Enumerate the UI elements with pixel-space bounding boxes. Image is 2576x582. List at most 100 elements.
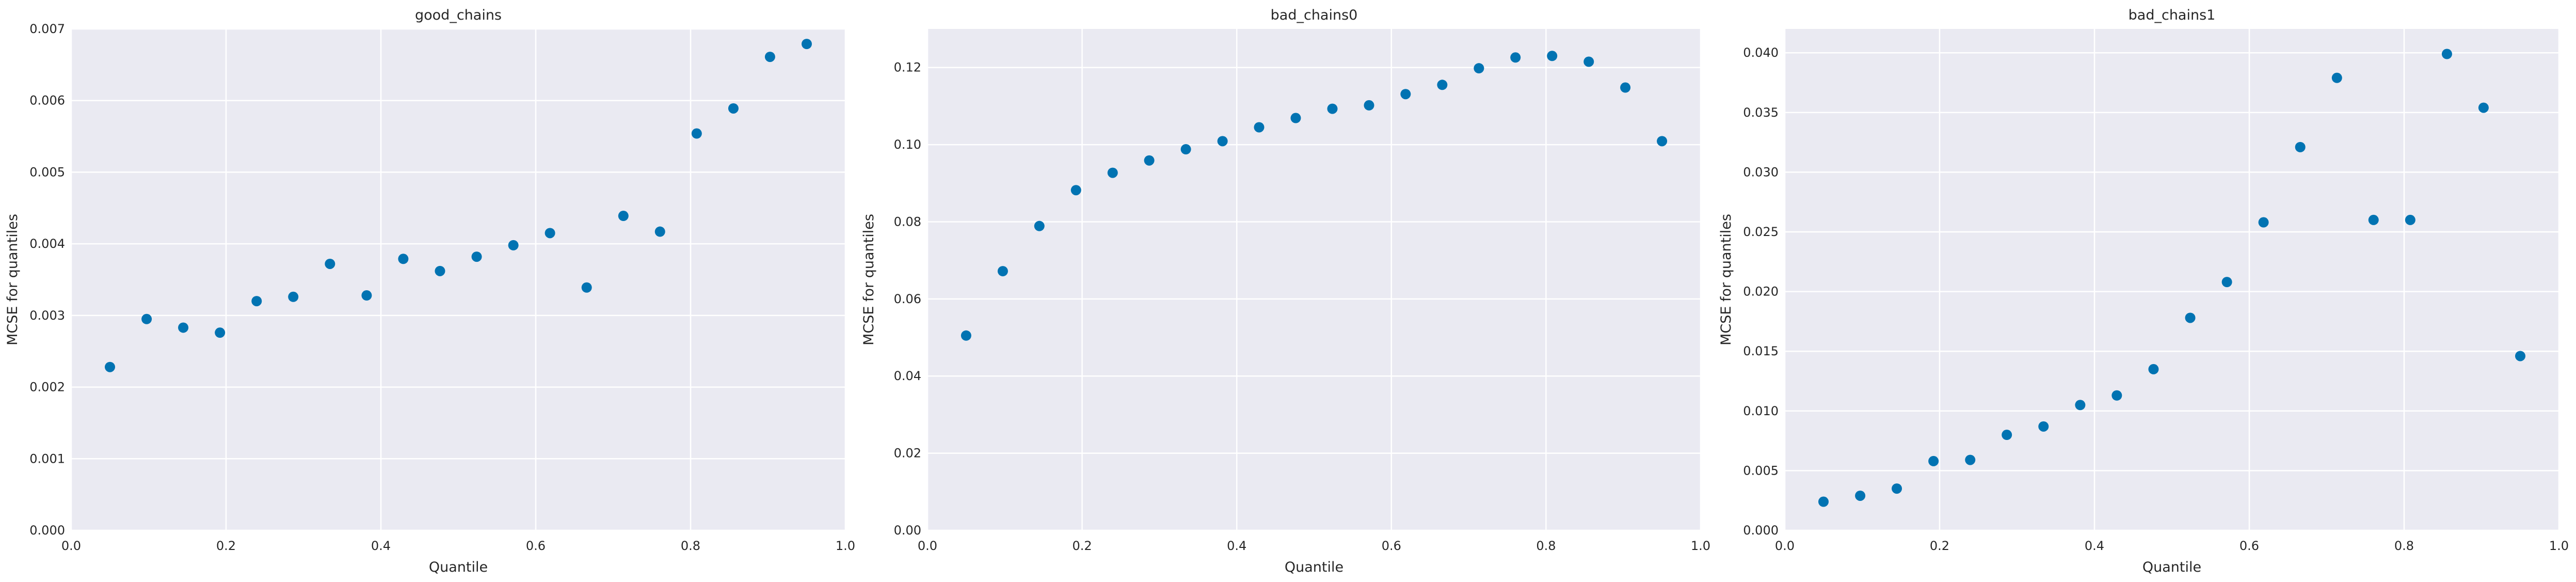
data-point [1620,82,1631,93]
chart-title: bad_chains0 [1271,7,1358,23]
data-point [728,103,739,114]
chart-title: good_chains [415,7,502,23]
data-point [2405,214,2415,225]
y-tick-label: 0.005 [29,165,65,179]
data-point [764,52,775,62]
data-point [997,266,1008,277]
x-tick-label: 0.8 [681,539,700,553]
data-point [961,330,971,341]
plot-area [927,29,1701,530]
x-tick-label: 0.8 [2394,539,2414,553]
data-point [2111,390,2122,401]
data-point [1400,89,1411,100]
data-point [435,265,445,276]
data-point [2002,430,2012,441]
x-tick-label: 0.6 [526,539,546,553]
x-tick-label: 1.0 [2549,539,2569,553]
data-point [1107,167,1118,178]
y-tick-label: 0.020 [1743,285,1779,299]
x-tick-label: 0.4 [2085,539,2104,553]
y-tick-label: 0.004 [29,237,65,251]
y-tick-label: 0.010 [1743,404,1779,418]
data-point [581,282,592,293]
x-tick-label: 0.2 [216,539,236,553]
y-tick-label: 0.006 [29,93,65,108]
y-tick-label: 0.025 [1743,225,1779,239]
y-tick-label: 0.000 [1743,523,1779,538]
y-tick-label: 0.02 [894,446,921,461]
data-point [2441,49,2452,59]
data-point [2295,141,2306,152]
x-axis-label: Quantile [1285,559,1343,575]
data-point [2185,312,2196,323]
y-tick-label: 0.00 [894,523,921,538]
y-tick-label: 0.000 [29,523,65,538]
data-point [105,361,115,372]
x-tick-label: 1.0 [1691,539,1710,553]
y-axis-label: MCSE for quantiles [1718,214,1734,345]
y-tick-label: 0.08 [894,214,921,229]
y-tick-label: 0.030 [1743,165,1779,179]
data-point [288,291,299,302]
data-point [654,226,665,237]
y-tick-label: 0.035 [1743,105,1779,120]
data-point [691,128,702,139]
data-point [2515,351,2525,361]
data-point [2038,421,2049,432]
data-point [2478,102,2489,113]
plot-area [71,29,845,530]
y-tick-label: 0.04 [894,369,921,383]
data-point [141,313,152,324]
data-point [1327,103,1338,114]
data-point [1254,122,1265,133]
x-tick-label: 0.8 [1536,539,1556,553]
x-axis-label: Quantile [2142,559,2201,575]
x-tick-label: 0.4 [1227,539,1246,553]
data-point [1892,483,1902,494]
data-point [508,240,519,250]
x-tick-label: 0.6 [2239,539,2259,553]
x-tick-label: 1.0 [836,539,855,553]
y-tick-label: 0.040 [1743,45,1779,60]
data-point [1547,51,1558,61]
x-tick-label: 0.4 [371,539,391,553]
data-point [1474,63,1484,74]
y-tick-label: 0.12 [894,60,921,75]
data-point [1965,454,1976,465]
data-point [1855,490,1866,501]
data-point [471,251,482,262]
x-tick-label: 0.0 [61,539,81,553]
y-tick-label: 0.015 [1743,344,1779,358]
data-point [1510,52,1521,63]
y-tick-label: 0.06 [894,292,921,306]
data-point [1928,455,1939,466]
y-tick-label: 0.007 [29,22,65,36]
x-tick-label: 0.6 [1382,539,1401,553]
data-point [1144,155,1155,166]
y-tick-label: 0.001 [29,451,65,466]
y-tick-label: 0.005 [1743,463,1779,478]
data-point [1180,144,1191,155]
data-point [2368,214,2379,225]
plot-area [1785,29,2559,530]
data-point [1034,221,1045,231]
data-point [2331,72,2342,83]
data-point [325,258,335,269]
data-point [361,290,372,301]
data-point [2221,277,2232,288]
data-point [1437,80,1448,90]
data-point [1070,185,1081,196]
data-point [2148,364,2159,374]
data-point [545,228,555,239]
data-point [178,322,189,333]
chart-panel-1: 0.00 0.02 0.04 0.06 0.08 0.10 0.12 0.0 0.2 0.4 0.6… [861,7,1710,575]
data-point [398,254,409,264]
x-tick-label: 0.2 [1930,539,1949,553]
chart-title: bad_chains1 [2129,7,2216,23]
y-tick-label: 0.10 [894,137,921,152]
data-point [2075,400,2086,411]
chart-panel-0: 0.000 0.001 0.002 0.003 0.004 0.005 0.006 0.007… [5,7,855,575]
y-tick-label: 0.003 [29,308,65,323]
data-point [215,327,226,338]
